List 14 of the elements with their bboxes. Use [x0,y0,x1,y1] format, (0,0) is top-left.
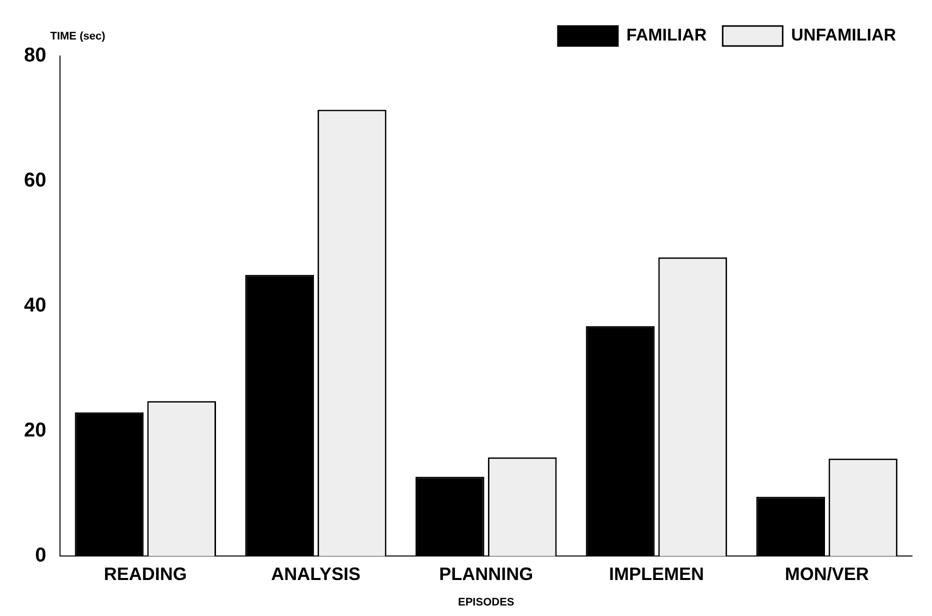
x-tick-label: PLANNING [439,564,534,584]
y-tick-label: 0 [35,544,46,567]
y-tick-label: 40 [24,294,46,317]
y-axis-title: TIME (sec) [50,30,106,43]
x-axis-title: EPISODES [458,596,514,608]
x-tick-label: IMPLEMEN [608,564,704,584]
x-tick-label: MON/VER [784,564,869,584]
legend-label: FAMILIAR [626,26,707,45]
x-tick-label: ANALYSIS [271,564,360,584]
y-tick-label: 60 [24,170,46,192]
y-tick-label: 20 [24,420,46,442]
x-tick-label: READING [104,564,187,584]
legend-label: UNFAMILIAR [791,26,896,45]
y-tick-label: 80 [24,44,46,67]
